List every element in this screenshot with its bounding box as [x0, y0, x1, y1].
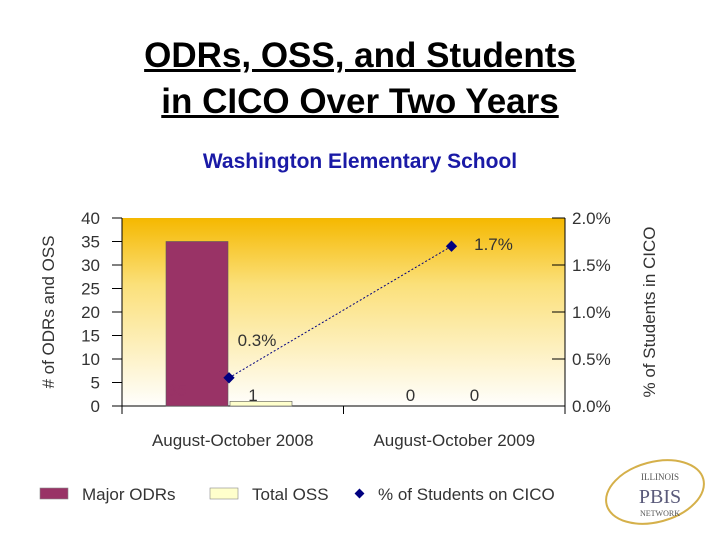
logo-line-1: ILLINOIS: [641, 472, 679, 482]
y2-tick-label: 0.5%: [572, 350, 611, 369]
legend-swatch: [209, 487, 239, 500]
x-tick-label: August-October 2008: [152, 431, 314, 450]
logo-line-2: PBIS: [639, 486, 681, 508]
y2-tick-label: 1.5%: [572, 256, 611, 275]
line-marker: [445, 240, 458, 252]
y-tick-label: 5: [91, 374, 100, 393]
line-students-cico: [228, 245, 452, 379]
legend-label: % of Students on CICO: [378, 485, 555, 504]
y-tick-label: 30: [81, 256, 100, 275]
data-label: 0: [406, 386, 415, 405]
data-label: 1: [248, 386, 257, 405]
y-tick-label: 10: [81, 350, 100, 369]
y-tick-label: 40: [81, 209, 100, 228]
legend-marker: [354, 488, 365, 499]
title-line-2: in CICO Over Two Years: [161, 82, 559, 121]
legend-label: Total OSS: [252, 485, 329, 504]
y-tick-label: 0: [91, 397, 100, 416]
data-label: 0: [470, 386, 479, 405]
y-tick-label: 20: [81, 303, 100, 322]
legend-label: Major ODRs: [82, 485, 176, 504]
y-axis-title: # of ODRs and OSS: [39, 235, 58, 388]
illinois-pbis-logo: ILLINOIS PBIS NETWORK: [605, 459, 705, 525]
line-data-label: 0.3%: [238, 331, 277, 350]
y2-tick-label: 2.0%: [572, 209, 611, 228]
y2-tick-label: 0.0%: [572, 397, 611, 416]
x-tick-label: August-October 2009: [373, 431, 535, 450]
line-data-label: 1.7%: [474, 235, 513, 254]
bar-total-oss: [229, 400, 293, 407]
title-line-1: ODRs, OSS, and Students: [144, 36, 576, 75]
legend-swatch: [39, 487, 69, 500]
y-tick-label: 25: [81, 280, 100, 299]
bar-major-odrs: [165, 241, 229, 407]
y2-axis-title: % of Students in CICO: [640, 226, 659, 397]
logo-line-3: NETWORK: [640, 509, 680, 518]
y-tick-label: 35: [81, 233, 100, 252]
chart-subtitle: Washington Elementary School: [202, 150, 518, 173]
y-tick-label: 15: [81, 327, 100, 346]
data-label: 35: [168, 381, 187, 400]
y2-tick-label: 1.0%: [572, 303, 611, 322]
line-marker: [223, 372, 235, 384]
